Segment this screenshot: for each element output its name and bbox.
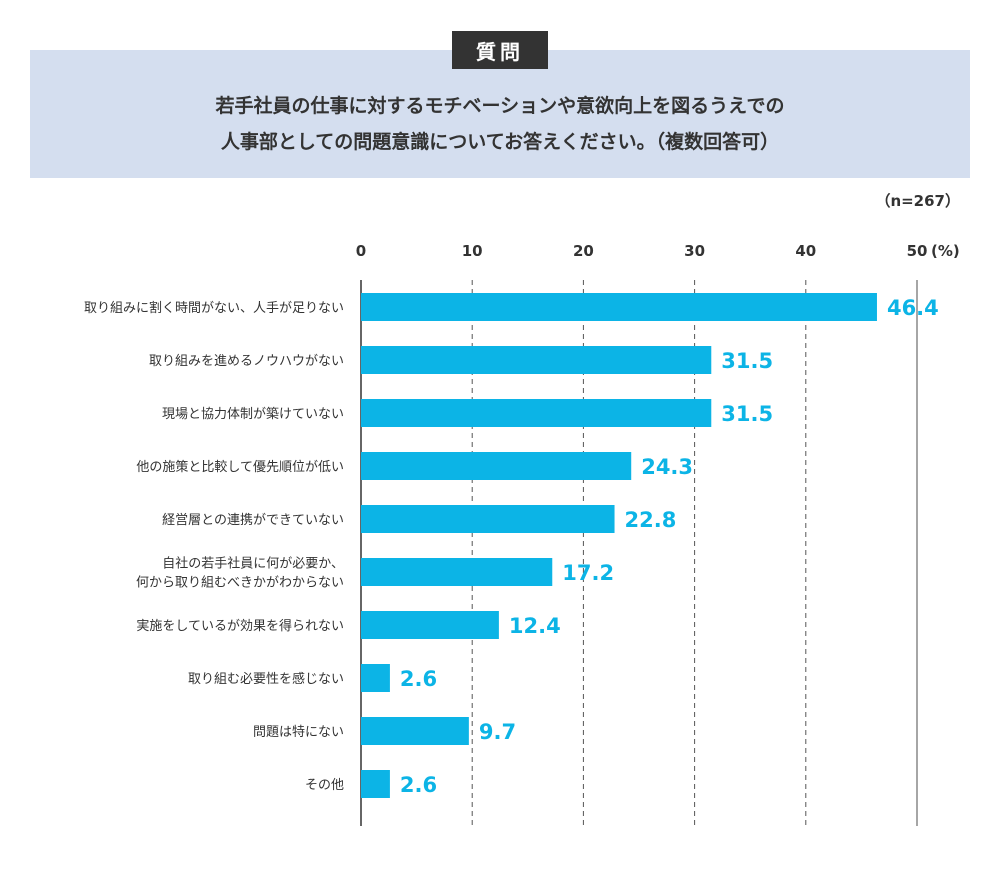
question-tag: 質問 (452, 31, 548, 69)
sample-size: （n=267） (875, 192, 960, 210)
category-label: 実施をしているが効果を得られない (136, 618, 344, 634)
value-label: 17.2 (562, 561, 614, 585)
bar (361, 770, 390, 798)
bar (361, 346, 712, 374)
tick-label-20: 20 (573, 242, 594, 260)
category-labels: 取り組みに割く時間がない、人手が足りない取り組みを進めるノウハウがない現場と協力… (84, 300, 344, 793)
category-label: 現場と協力体制が築けていない (162, 407, 344, 422)
category-label: 経営層との連携ができていない (162, 512, 344, 528)
bar (361, 611, 499, 639)
bar (361, 399, 712, 427)
value-label: 9.7 (479, 720, 516, 744)
category-label: 取り組みに割く時間がない、人手が足りない (84, 300, 344, 316)
value-labels: 46.4 31.5 31.5 24.3 22.8 17.2 12.4 2.6 9.7 2.6 (400, 296, 939, 797)
bar (361, 293, 877, 321)
bar (361, 717, 469, 745)
value-label: 2.6 (400, 773, 437, 797)
value-label: 22.8 (625, 508, 677, 532)
value-label: 12.4 (509, 614, 561, 638)
value-label: 31.5 (721, 349, 773, 373)
bar (361, 558, 553, 586)
bars (361, 293, 877, 798)
question-text: 若手社員の仕事に対するモチベーションや意欲向上を図るうえでの 人事部としての問題… (30, 88, 970, 160)
category-label: 問題は特にない (253, 725, 344, 740)
value-label: 2.6 (400, 667, 437, 691)
bar (361, 664, 390, 692)
bar (361, 505, 615, 533)
category-label: 取り組みを進めるノウハウがない (149, 354, 344, 369)
question-line-1: 若手社員の仕事に対するモチベーションや意欲向上を図るうえでの (215, 95, 785, 117)
bar (361, 452, 632, 480)
tick-label-40: 40 (795, 242, 816, 260)
value-label: 46.4 (887, 296, 939, 320)
category-label: 自社の若手社員に何が必要か、 (162, 556, 344, 572)
tick-label-30: 30 (684, 242, 705, 260)
category-label: 他の施策と比較して優先順位が低い (136, 459, 344, 475)
tick-label-10: 10 (462, 242, 483, 260)
category-label: その他 (305, 778, 344, 793)
tick-label-50: 50 (907, 242, 928, 260)
value-label: 31.5 (721, 402, 773, 426)
question-box (30, 50, 970, 178)
unit-label: (%) (931, 242, 960, 260)
question-line-2: 人事部としての問題意識についてお答えください。（複数回答可） (220, 131, 780, 153)
x-axis-ticks: 0 10 20 30 40 50 (%) (356, 242, 960, 260)
value-label: 24.3 (641, 455, 693, 479)
category-label: 何から取り組むべきかがわからない (136, 575, 344, 591)
category-label: 取り組む必要性を感じない (188, 671, 344, 687)
tick-label-0: 0 (356, 242, 366, 260)
